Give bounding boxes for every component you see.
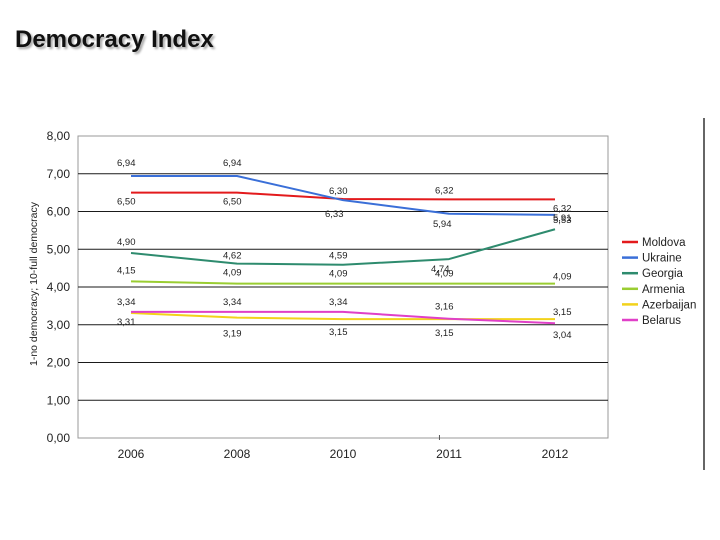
data-label: 4,15 [117,265,136,276]
y-tick-label: 0,00 [47,431,71,445]
data-label: 3,34 [117,297,136,308]
x-tick-label: 2010 [330,447,357,461]
y-tick-label: 2,00 [47,356,71,370]
data-label: 6,94 [223,158,242,169]
y-tick-label: 6,00 [47,205,71,219]
data-label: 6,32 [553,203,572,214]
y-axis-title: 1-no democracy; 10-full democracy [28,201,40,366]
legend-label-armenia: Armenia [642,284,685,296]
data-labels: 6,50 6,50 6,33 6,32 6,32 6,94 6,94 6,30 5,94 5,91… [117,158,572,341]
data-label: 3,31 [117,317,136,328]
legend-label-moldova: Moldova [642,237,686,249]
series-lines [130,175,556,325]
grid-lines [78,173,608,401]
y-tick-label: 1,00 [47,393,71,407]
data-label: 4,90 [117,237,136,248]
data-label: 5,91 [553,213,572,224]
y-tick-label: 4,00 [47,280,71,294]
y-tick-label: 8,00 [47,129,71,143]
y-tick-label: 5,00 [47,242,71,256]
y-tick-label: 7,00 [47,167,71,181]
data-label: 3,15 [435,328,454,339]
y-tick-label: 3,00 [47,318,71,332]
data-label: 4,09 [223,268,242,279]
series-line-belarus [131,310,556,325]
series-line-ukraine [131,175,556,216]
data-label: 6,30 [329,186,348,197]
x-tick-label: 2011 [436,447,462,461]
data-label: 3,15 [553,307,572,318]
legend-label-azerbaijan: Azerbaijan [642,299,696,311]
data-label: 4,09 [435,269,454,280]
x-tick-label: 2012 [542,447,569,461]
data-label: 6,94 [117,158,136,169]
data-label: 6,50 [117,197,136,208]
legend-label-belarus: Belarus [642,315,681,327]
data-label: 4,62 [223,251,242,262]
data-label: 3,04 [553,330,572,341]
data-label: 4,09 [329,269,348,280]
data-label: 3,34 [223,297,242,308]
data-label: 5,94 [433,219,452,230]
data-label: 4,74 [431,264,450,275]
data-label: 6,32 [435,185,454,196]
data-label: 6,33 [325,209,344,220]
x-axis-ticks: 2006 2008 2010 2011 2012 [118,435,569,461]
series-line-moldova [131,191,555,201]
data-label: 3,15 [329,327,348,338]
series-line-armenia [130,280,555,285]
data-label: 6,50 [223,197,242,208]
data-label: 3,34 [329,297,348,308]
series-line-azerbaijan [130,312,555,321]
slide-title: Democracy Index [15,26,214,53]
legend-label-ukraine: Ukraine [642,253,682,265]
legend: Moldova Ukraine Georgia Armenia Azerbaijan Be… [622,237,696,327]
series-line-georgia [130,228,556,266]
data-label: 4,09 [553,272,572,283]
data-label: 3,16 [435,302,454,313]
y-axis-ticks: 0,00 1,00 2,00 3,00 4,00 5,00 6,00 7,00 8,00 [47,129,71,445]
data-label: 4,59 [329,251,348,262]
x-tick-label: 2008 [224,447,251,461]
data-label: 3,19 [223,329,242,340]
legend-label-georgia: Georgia [642,268,684,280]
data-label: 5,53 [553,215,572,226]
x-tick-label: 2006 [118,447,145,461]
